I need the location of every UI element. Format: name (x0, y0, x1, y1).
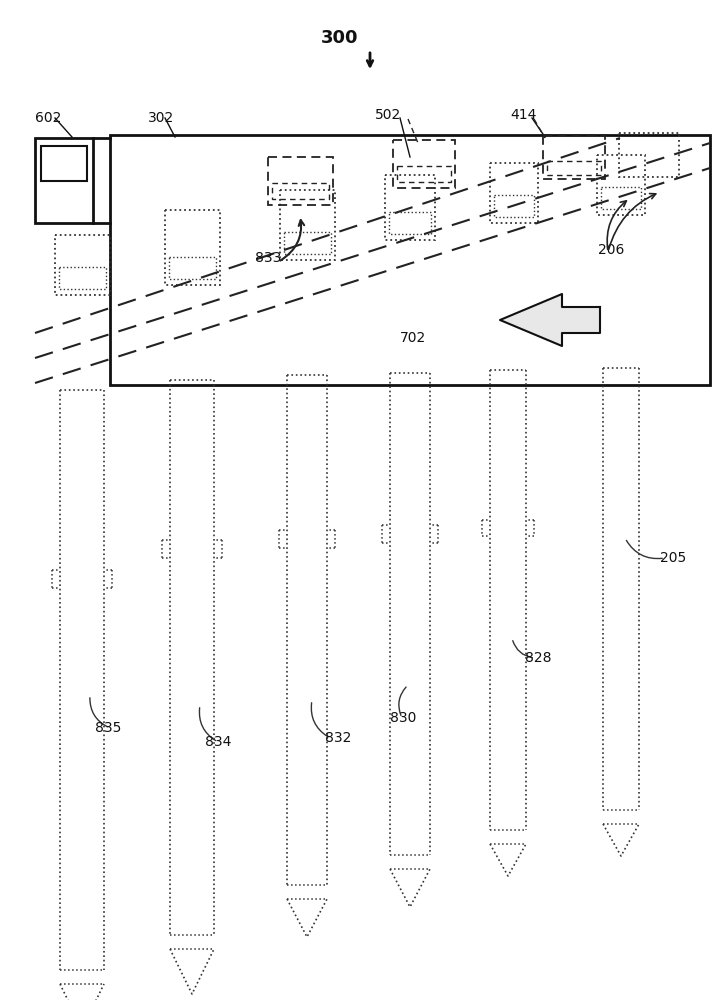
Text: 300: 300 (321, 29, 359, 47)
Bar (494, 195, 534, 217)
Text: 702: 702 (400, 331, 426, 345)
Bar (490, 163, 538, 223)
Text: 602: 602 (35, 111, 62, 125)
Text: 206: 206 (598, 243, 624, 257)
Bar (397, 166, 451, 182)
Bar (280, 190, 335, 260)
Text: 502: 502 (375, 108, 401, 122)
Bar (55, 235, 110, 295)
Bar (35, 138, 93, 223)
Bar (543, 135, 605, 179)
Text: 834: 834 (205, 735, 231, 749)
Text: 830: 830 (390, 711, 416, 725)
Bar (165, 210, 220, 285)
Bar (389, 212, 431, 234)
Bar (110, 135, 710, 385)
Bar (385, 175, 435, 240)
Bar (393, 140, 455, 188)
Text: 414: 414 (510, 108, 536, 122)
Text: 835: 835 (95, 721, 121, 735)
Bar (169, 257, 216, 279)
Bar (547, 161, 601, 175)
Bar (619, 133, 679, 177)
Bar (272, 183, 329, 199)
Bar (597, 155, 645, 215)
Bar (59, 267, 106, 289)
Bar (268, 157, 333, 205)
Bar (601, 187, 641, 209)
Text: 205: 205 (660, 551, 687, 565)
Text: 302: 302 (148, 111, 174, 125)
Text: 833: 833 (255, 251, 281, 265)
Bar (284, 232, 331, 254)
Polygon shape (500, 294, 600, 346)
Text: 828: 828 (525, 651, 552, 665)
Bar (41, 146, 87, 181)
Text: 832: 832 (325, 731, 352, 745)
